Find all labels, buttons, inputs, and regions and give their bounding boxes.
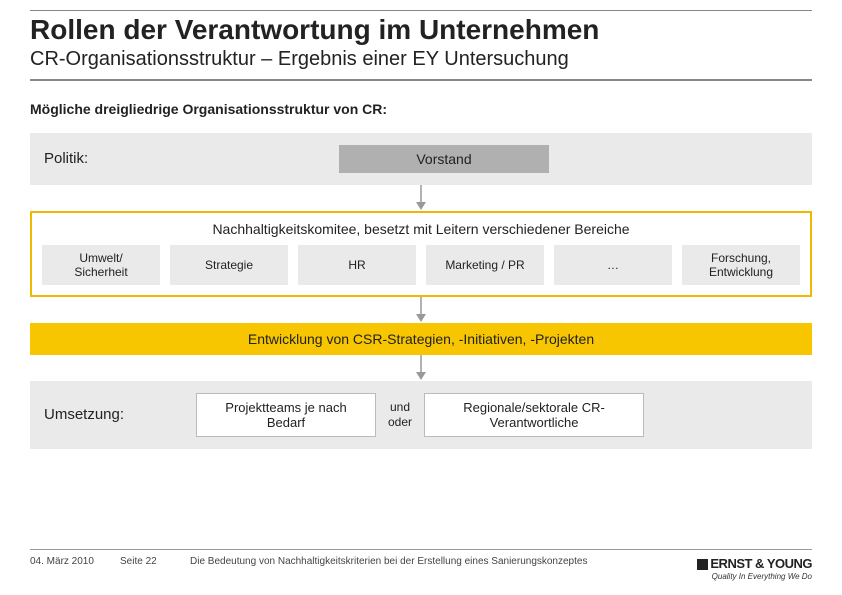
committee-row: Umwelt/ Sicherheit Strategie HR Marketin… [42,245,800,285]
page-title: Rollen der Verantwortung im Unternehmen [30,15,812,46]
top-rule [30,10,812,11]
footer-caption: Die Bedeutung von Nachhaltigkeitskriteri… [190,556,697,567]
arrow-down-icon [414,185,428,211]
committee-item-4: … [554,245,672,285]
regionale-box: Regionale/sektorale CR-Verantwortliche [424,393,644,437]
und-oder: und oder [388,400,412,429]
committee-title: Nachhaltigkeitskomitee, besetzt mit Leit… [42,221,800,237]
ey-logo-text: ERNST & YOUNG [710,556,812,571]
footer-page: Seite 22 [120,556,190,567]
committee-item-1: Strategie [170,245,288,285]
footer: 04. März 2010 Seite 22 Die Bedeutung von… [30,549,812,581]
footer-date: 04. März 2010 [30,556,120,567]
footer-logo: ERNST & YOUNG Quality In Everything We D… [697,556,812,581]
intro-text: Mögliche dreigliedrige Organisationsstru… [30,101,812,117]
committee-box: Nachhaltigkeitskomitee, besetzt mit Leit… [30,211,812,297]
arrow-1 [30,185,812,211]
politik-label: Politik: [44,150,164,167]
arrow-3 [30,355,812,381]
title-rule [30,79,812,81]
arrow-down-icon [414,297,428,323]
projektteams-box: Projektteams je nach Bedarf [196,393,376,437]
umsetzung-band: Umsetzung: Projektteams je nach Bedarf u… [30,381,812,449]
arrow-down-icon [414,355,428,381]
yellow-band: Entwicklung von CSR-Strategien, -Initiat… [30,323,812,355]
arrow-2 [30,297,812,323]
page-subtitle: CR-Organisationsstruktur – Ergebnis eine… [30,48,812,71]
committee-item-5: Forschung, Entwicklung [682,245,800,285]
ey-logo: ERNST & YOUNG [697,556,812,571]
umsetzung-label: Umsetzung: [44,406,184,423]
ey-tagline: Quality In Everything We Do [697,572,812,581]
politik-band: Politik: Vorstand [30,133,812,185]
committee-item-0: Umwelt/ Sicherheit [42,245,160,285]
vorstand-box: Vorstand [339,145,549,173]
logo-square-icon [697,559,708,570]
committee-item-2: HR [298,245,416,285]
committee-item-3: Marketing / PR [426,245,544,285]
slide: Rollen der Verantwortung im Unternehmen … [0,0,842,449]
